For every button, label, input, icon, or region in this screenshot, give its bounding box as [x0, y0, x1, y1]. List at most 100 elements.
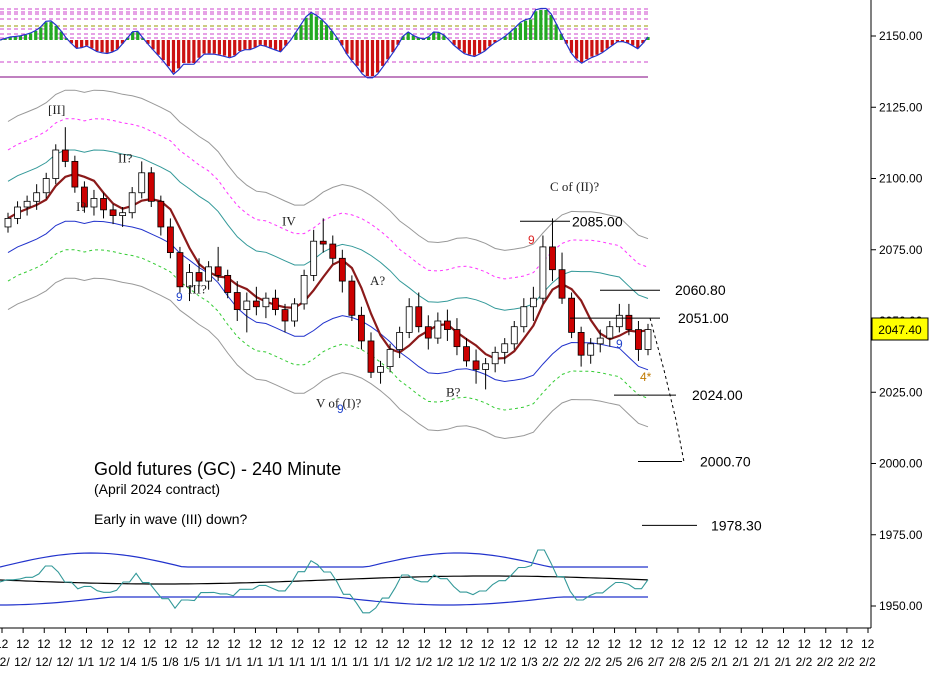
candle-down — [215, 267, 221, 276]
oscillator-bar — [55, 26, 58, 40]
x-tick-label-bottom: 12/ — [14, 655, 31, 669]
oscillator-bar — [524, 21, 527, 40]
x-tick-label-bottom: 12/ — [56, 655, 73, 669]
x-tick-label-top: 12 — [0, 637, 9, 651]
oscillator-bar — [192, 40, 195, 63]
oscillator-bar — [29, 33, 32, 40]
x-tick-label-bottom: 2/5 — [606, 655, 623, 669]
y-tick-label: 1950.00 — [879, 599, 923, 613]
oscillator-bar — [44, 22, 47, 40]
oscillator-bar — [187, 40, 190, 63]
oscillator-bar — [238, 40, 241, 51]
x-tick-label-top: 12 — [671, 637, 685, 651]
x-tick-label-top: 12 — [248, 637, 262, 651]
x-tick-label-top: 12 — [333, 637, 347, 651]
oscillator-bar — [350, 40, 353, 60]
x-tick-label-bottom: 1/2 — [479, 655, 496, 669]
level-label: 2085.00 — [572, 213, 623, 229]
x-tick-label-top: 12 — [270, 637, 284, 651]
candle-up — [435, 321, 441, 338]
oscillator-bar — [539, 10, 542, 40]
x-tick-label-bottom: 12/ — [35, 655, 52, 669]
x-tick-label-top: 12 — [164, 637, 178, 651]
x-tick-label-top: 12 — [734, 637, 748, 651]
x-tick-label-top: 12 — [417, 637, 431, 651]
x-tick-label-top: 12 — [713, 637, 727, 651]
level-label: 2060.80 — [675, 282, 726, 298]
x-tick-label-bottom: 1/5 — [141, 655, 158, 669]
oscillator-bar — [376, 40, 379, 72]
oscillator-bar — [19, 36, 22, 40]
x-tick-label-top: 12 — [840, 637, 854, 651]
y-tick-label: 2100.00 — [879, 172, 923, 186]
x-tick-label-bottom: 2/7 — [648, 655, 665, 669]
candle-up — [206, 267, 212, 281]
x-tick-label-bottom: 2/1 — [775, 655, 792, 669]
candle-down — [368, 341, 374, 372]
oscillator-bar — [305, 18, 308, 40]
candle-down — [454, 330, 460, 347]
x-tick-label-bottom: 1/1 — [77, 655, 94, 669]
x-tick-label-bottom: 1/1 — [373, 655, 390, 669]
x-tick-label-bottom: 2/1 — [753, 655, 770, 669]
x-tick-label-top: 12 — [608, 637, 622, 651]
y-tick-label: 2150.00 — [879, 29, 923, 43]
x-tick-label-bottom: 2/6 — [627, 655, 644, 669]
y-tick-label: 2075.00 — [879, 243, 923, 257]
x-tick-label-top: 12 — [798, 637, 812, 651]
x-tick-label-top: 12 — [692, 637, 706, 651]
x-tick-label-top: 12 — [629, 637, 643, 651]
x-tick-label-bottom: 2/5 — [690, 655, 707, 669]
oscillator-bar — [279, 40, 282, 51]
candle-up — [378, 367, 384, 373]
oscillator-bar — [299, 25, 302, 40]
x-tick-label-bottom: 1/2 — [99, 655, 116, 669]
oscillator-bar — [544, 10, 547, 40]
candle-down — [549, 247, 555, 270]
x-tick-label-bottom: 1/2 — [437, 655, 454, 669]
candle-up — [397, 332, 403, 349]
x-tick-label-top: 12 — [650, 637, 664, 651]
oscillator-bar — [463, 40, 466, 53]
wave-label: II? — [118, 151, 133, 166]
chart-title: Gold futures (GC) - 240 Minute — [94, 459, 341, 479]
candle-up — [263, 298, 269, 307]
x-tick-label-bottom: 2/2 — [796, 655, 813, 669]
oscillator-bar — [162, 40, 165, 60]
candle-up — [607, 327, 613, 338]
candle-up — [34, 193, 40, 202]
candle-up — [492, 352, 498, 363]
x-tick-label-bottom: 1/1 — [225, 655, 242, 669]
oscillator-bar — [259, 40, 262, 45]
candle-up — [540, 247, 546, 298]
oscillator-bar — [172, 40, 175, 73]
x-tick-label-top: 12 — [586, 637, 600, 651]
oscillator-bar — [320, 20, 323, 40]
y-tick-label: 2000.00 — [879, 457, 923, 471]
candle-up — [91, 198, 97, 207]
candle-down — [320, 241, 326, 244]
oscillator-bar — [197, 40, 200, 58]
candle-down — [358, 315, 364, 341]
candle-up — [502, 344, 508, 353]
oscillator-bar — [111, 40, 114, 52]
x-tick-label-top: 12 — [37, 637, 51, 651]
oscillator-bar — [437, 33, 440, 40]
candle-up — [5, 218, 11, 227]
x-tick-label-bottom: 1/5 — [183, 655, 200, 669]
oscillator-bar — [100, 40, 103, 52]
oscillator-bar — [366, 40, 369, 76]
wave-label: A? — [370, 273, 385, 288]
x-tick-label-top: 12 — [544, 637, 558, 651]
oscillator-bar — [80, 40, 83, 47]
x-tick-label-bottom: 2/1 — [711, 655, 728, 669]
oscillator-bar — [519, 23, 522, 40]
x-tick-label-bottom: 1/1 — [289, 655, 306, 669]
candle-down — [101, 198, 107, 209]
oscillator-bar — [218, 40, 221, 55]
x-tick-label-top: 12 — [101, 637, 115, 651]
candle-up — [292, 304, 298, 321]
oscillator-bar — [458, 40, 461, 49]
